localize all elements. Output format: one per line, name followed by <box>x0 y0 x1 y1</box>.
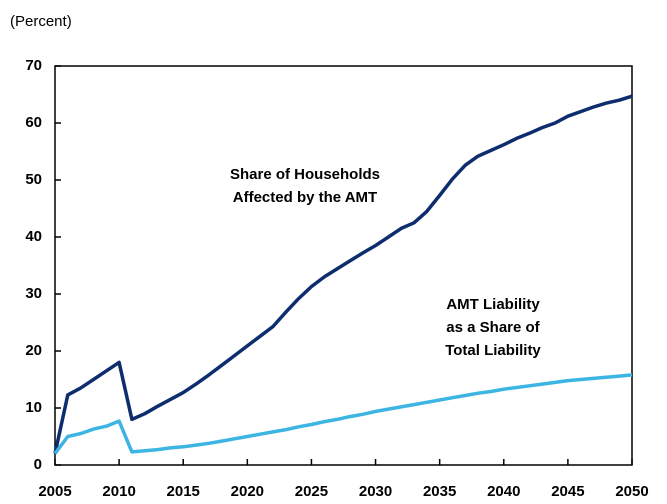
y-tick-label: 40 <box>25 228 42 245</box>
annotation: as a Share of <box>446 319 540 336</box>
line-series <box>53 94 633 454</box>
x-tick-label: 2040 <box>487 483 520 500</box>
y-tick-label: 20 <box>25 342 42 359</box>
x-tick-label: 2020 <box>231 483 264 500</box>
y-tick-label: 10 <box>25 399 42 416</box>
x-tick-label: 2005 <box>38 483 71 500</box>
y-tick-label: 70 <box>25 57 42 74</box>
x-tick-label: 2045 <box>551 483 584 500</box>
x-tick-label: 2015 <box>167 483 200 500</box>
y-axis-label: (Percent) <box>10 13 72 30</box>
x-tick-label: 2050 <box>615 483 648 500</box>
x-tick-label: 2010 <box>102 483 135 500</box>
annotation: Total Liability <box>445 342 541 359</box>
x-tick-label: 2035 <box>423 483 456 500</box>
annotation: AMT Liability <box>446 296 540 313</box>
x-tick-label: 2030 <box>359 483 392 500</box>
annotation: Affected by the AMT <box>233 189 377 206</box>
y-tick-label: 0 <box>34 456 42 473</box>
y-tick-label: 50 <box>25 171 42 188</box>
line-series <box>53 373 633 455</box>
y-tick-label: 60 <box>25 114 42 131</box>
x-tick-label: 2025 <box>295 483 328 500</box>
plot-frame <box>54 65 633 466</box>
y-tick-label: 30 <box>25 285 42 302</box>
annotation: Share of Households <box>230 166 380 183</box>
